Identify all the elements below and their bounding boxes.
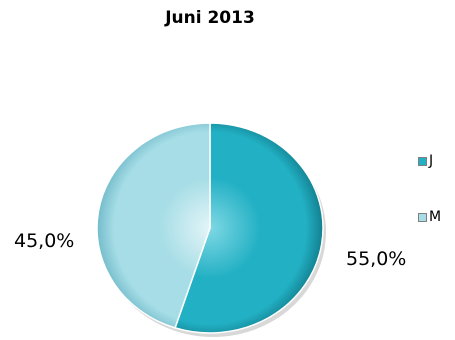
pie-slice-m: [96, 122, 211, 329]
legend-label-j: J: [429, 153, 434, 169]
data-label-j: 55,0%: [346, 248, 407, 270]
legend-item-j: J: [418, 152, 454, 170]
chart-title: Juni 2013: [165, 8, 255, 28]
legend: J M: [418, 152, 454, 226]
data-label-m: 45,0%: [14, 230, 75, 252]
legend-item-m: M: [418, 208, 454, 226]
legend-label-m: M: [429, 209, 442, 225]
pie-slice-j: [174, 122, 324, 334]
legend-swatch-j: [418, 156, 427, 166]
legend-swatch-m: [418, 212, 427, 222]
